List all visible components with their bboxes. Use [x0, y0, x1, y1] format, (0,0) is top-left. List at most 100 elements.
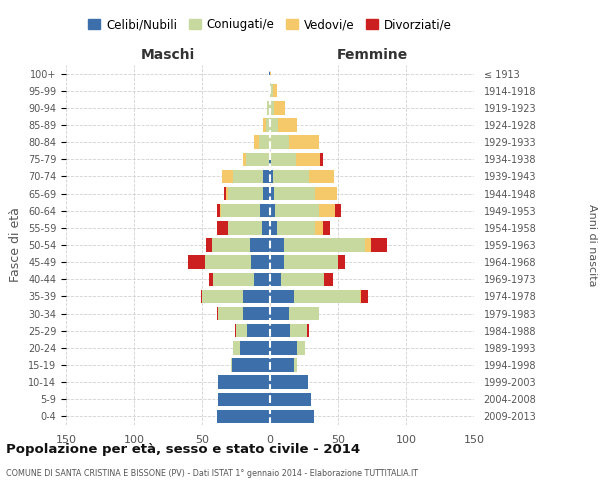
Bar	[269, 152, 270, 166]
Bar	[205, 256, 251, 269]
Bar	[307, 324, 310, 338]
Bar	[289, 136, 319, 149]
Bar	[270, 221, 277, 234]
Bar	[226, 187, 228, 200]
Bar	[270, 307, 289, 320]
Bar	[213, 272, 254, 286]
Text: Anni di nascita: Anni di nascita	[587, 204, 597, 286]
Text: Maschi: Maschi	[141, 48, 195, 62]
Bar	[232, 358, 270, 372]
Bar	[274, 187, 315, 200]
Bar	[361, 290, 368, 303]
Bar	[270, 152, 271, 166]
Bar	[371, 238, 387, 252]
Bar	[290, 324, 307, 338]
Bar	[295, 290, 360, 303]
Bar	[270, 101, 274, 114]
Bar	[200, 290, 202, 303]
Bar	[270, 358, 295, 372]
Bar	[263, 118, 266, 132]
Bar	[270, 187, 274, 200]
Bar	[270, 376, 308, 389]
Bar	[270, 238, 284, 252]
Bar	[220, 204, 221, 218]
Bar	[295, 358, 297, 372]
Text: COMUNE DI SANTA CRISTINA E BISSONE (PV) - Dati ISTAT 1° gennaio 2014 - Elaborazi: COMUNE DI SANTA CRISTINA E BISSONE (PV) …	[6, 469, 418, 478]
Bar	[217, 204, 220, 218]
Bar	[289, 307, 319, 320]
Bar	[278, 118, 297, 132]
Bar	[270, 118, 278, 132]
Bar	[281, 272, 325, 286]
Bar	[315, 221, 323, 234]
Bar	[217, 307, 218, 320]
Bar	[270, 410, 314, 423]
Bar	[271, 152, 296, 166]
Bar	[250, 238, 270, 252]
Bar	[245, 152, 269, 166]
Bar	[240, 341, 270, 354]
Bar	[266, 118, 270, 132]
Bar	[360, 290, 361, 303]
Bar	[235, 324, 236, 338]
Bar	[335, 204, 341, 218]
Bar	[284, 256, 338, 269]
Bar	[267, 101, 270, 114]
Bar	[270, 170, 273, 183]
Bar	[254, 272, 270, 286]
Bar	[212, 238, 250, 252]
Bar	[233, 170, 263, 183]
Bar	[263, 170, 270, 183]
Bar	[275, 204, 319, 218]
Bar	[323, 221, 330, 234]
Bar	[247, 324, 270, 338]
Text: Femmine: Femmine	[337, 48, 407, 62]
Bar	[263, 187, 270, 200]
Bar	[270, 84, 273, 98]
Bar	[236, 324, 247, 338]
Bar	[230, 358, 232, 372]
Legend: Celibi/Nubili, Coniugati/e, Vedovi/e, Divorziati/e: Celibi/Nubili, Coniugati/e, Vedovi/e, Di…	[83, 14, 457, 36]
Bar	[228, 187, 263, 200]
Bar	[270, 256, 284, 269]
Bar	[270, 204, 275, 218]
Bar	[270, 67, 271, 80]
Bar	[262, 221, 270, 234]
Bar	[315, 187, 337, 200]
Bar	[206, 238, 212, 252]
Bar	[270, 341, 297, 354]
Bar	[188, 256, 205, 269]
Bar	[273, 84, 277, 98]
Bar	[270, 272, 281, 286]
Bar	[273, 170, 310, 183]
Bar	[319, 204, 335, 218]
Bar	[202, 290, 243, 303]
Y-axis label: Fasce di età: Fasce di età	[10, 208, 22, 282]
Bar	[217, 221, 228, 234]
Bar	[221, 204, 260, 218]
Bar	[223, 170, 233, 183]
Bar	[284, 238, 365, 252]
Bar	[269, 67, 270, 80]
Bar	[243, 152, 245, 166]
Text: Popolazione per età, sesso e stato civile - 2014: Popolazione per età, sesso e stato civil…	[6, 442, 360, 456]
Bar	[274, 101, 285, 114]
Bar	[260, 204, 270, 218]
Bar	[338, 256, 345, 269]
Bar	[270, 324, 290, 338]
Bar	[310, 170, 334, 183]
Bar	[218, 307, 243, 320]
Bar	[297, 341, 305, 354]
Bar	[228, 221, 262, 234]
Bar	[218, 392, 270, 406]
Bar	[243, 307, 270, 320]
Bar	[325, 272, 332, 286]
Bar	[243, 290, 270, 303]
Bar	[254, 136, 259, 149]
Bar	[270, 392, 311, 406]
Bar	[259, 136, 270, 149]
Bar	[320, 152, 323, 166]
Bar	[251, 256, 270, 269]
Bar	[277, 221, 315, 234]
Bar	[218, 376, 270, 389]
